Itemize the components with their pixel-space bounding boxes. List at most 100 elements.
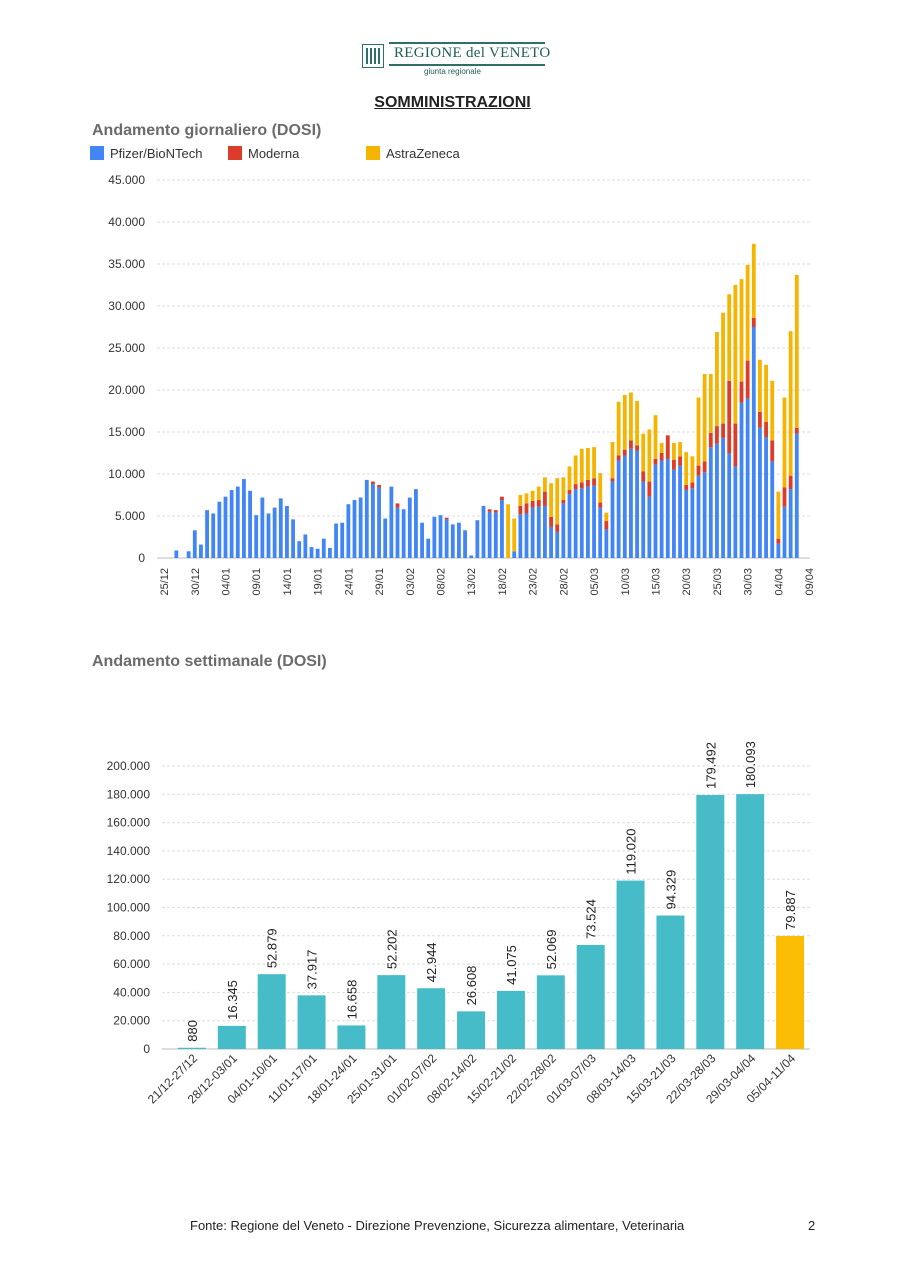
daily-bar-moderna: [684, 484, 689, 490]
weekly-data-label: 52.879: [265, 928, 280, 968]
daily-bar-astrazeneca: [764, 364, 768, 422]
weekly-y-tick-label: 180.000: [107, 787, 151, 801]
daily-bar-pfizerbiontech: [260, 497, 265, 558]
daily-bar-moderna: [745, 360, 750, 399]
daily-bar-moderna: [708, 432, 713, 448]
daily-bar-moderna: [794, 427, 799, 434]
daily-x-tick-label: 05/03: [589, 568, 601, 596]
daily-bar-moderna: [616, 455, 621, 461]
daily-bar-astrazeneca: [641, 433, 646, 472]
daily-x-tick-label: 20/03: [681, 568, 693, 596]
weekly-bar: [257, 974, 286, 1049]
daily-bar-astrazeneca: [788, 331, 793, 476]
weekly-y-tick-label: 120.000: [107, 872, 151, 886]
daily-bar-pfizerbiontech: [371, 484, 375, 558]
daily-bar-pfizerbiontech: [450, 524, 455, 558]
daily-bar-astrazeneca: [739, 279, 744, 382]
daily-bar-astrazeneca: [622, 395, 627, 450]
daily-bar-pfizerbiontech: [432, 516, 437, 558]
daily-bar-moderna: [561, 500, 566, 504]
daily-bar-astrazeneca: [524, 493, 529, 504]
weekly-y-tick-label: 200.000: [107, 759, 151, 773]
daily-x-tick-label: 30/12: [190, 568, 202, 596]
weekly-y-tick-label: 40.000: [113, 985, 150, 999]
daily-bar-astrazeneca: [543, 477, 547, 492]
regional-emblem-icon: [362, 44, 384, 68]
weekly-data-label: 179.492: [703, 742, 718, 789]
daily-bar-moderna: [635, 445, 639, 451]
daily-bar-moderna: [549, 516, 553, 527]
daily-x-tick-label: 24/01: [343, 568, 355, 596]
daily-bar-pfizerbiontech: [199, 544, 203, 558]
daily-y-tick-label: 30.000: [108, 299, 145, 313]
weekly-chart-title: Andamento settimanale (DOSI): [92, 653, 327, 670]
weekly-bar: [417, 988, 446, 1049]
weekly-data-label: 26.608: [464, 966, 479, 1006]
daily-bar-pfizerbiontech: [776, 543, 781, 558]
daily-x-tick-label: 08/02: [436, 568, 448, 596]
page-number: 2: [808, 1218, 816, 1233]
daily-bar-pfizerbiontech: [684, 489, 689, 558]
daily-bar-pfizerbiontech: [678, 465, 682, 558]
daily-bar-astrazeneca: [610, 442, 615, 479]
daily-bar-moderna: [739, 381, 744, 403]
daily-bar-astrazeneca: [647, 429, 652, 482]
daily-bar-pfizerbiontech: [266, 513, 271, 558]
daily-bar-astrazeneca: [782, 397, 787, 488]
daily-bar-astrazeneca: [604, 512, 609, 522]
daily-bar-astrazeneca: [579, 448, 584, 483]
daily-bar-astrazeneca: [721, 312, 725, 424]
daily-bar-moderna: [653, 458, 658, 465]
daily-bar-pfizerbiontech: [561, 503, 566, 558]
daily-bar-pfizerbiontech: [401, 509, 406, 558]
daily-x-tick-label: 09/04: [804, 568, 816, 596]
legend-swatch-pfizer: [90, 146, 104, 160]
daily-bar-pfizerbiontech: [174, 550, 179, 558]
daily-y-tick-label: 45.000: [108, 173, 145, 187]
weekly-bar: [616, 880, 645, 1049]
daily-bar-astrazeneca: [678, 442, 682, 457]
daily-x-tick-label: 19/01: [313, 568, 325, 596]
daily-bar-moderna: [721, 423, 725, 438]
daily-bar-pfizerbiontech: [291, 519, 295, 558]
daily-bar-pfizerbiontech: [653, 464, 658, 558]
daily-bar-pfizerbiontech: [770, 461, 775, 558]
daily-bar-astrazeneca: [751, 243, 756, 318]
weekly-y-tick-label: 80.000: [113, 929, 150, 943]
daily-bar-astrazeneca: [672, 442, 676, 460]
daily-bar-astrazeneca: [635, 400, 639, 446]
daily-bar-moderna: [586, 479, 590, 487]
daily-y-tick-label: 25.000: [108, 341, 145, 355]
weekly-data-label: 52.202: [384, 929, 399, 969]
weekly-y-tick-label: 60.000: [113, 957, 150, 971]
daily-bar-moderna: [770, 440, 775, 462]
daily-bar-moderna: [665, 435, 670, 459]
daily-bar-moderna: [598, 502, 603, 508]
daily-bar-astrazeneca: [770, 380, 775, 441]
daily-bar-pfizerbiontech: [610, 481, 615, 558]
daily-bar-pfizerbiontech: [629, 448, 633, 558]
daily-bar-moderna: [604, 521, 609, 530]
daily-bar-pfizerbiontech: [340, 522, 345, 558]
daily-bar-pfizerbiontech: [315, 548, 320, 558]
weekly-bar: [496, 990, 525, 1049]
weekly-bar: [177, 1047, 206, 1049]
daily-bar-astrazeneca: [573, 455, 578, 485]
weekly-y-tick-label: 160.000: [107, 816, 151, 830]
daily-x-tick-label: 14/01: [282, 568, 294, 596]
daily-bar-pfizerbiontech: [229, 489, 234, 558]
daily-y-tick-label: 35.000: [108, 257, 145, 271]
daily-bar-moderna: [672, 459, 676, 470]
daily-bar-pfizerbiontech: [205, 510, 209, 558]
daily-bar-pfizerbiontech: [481, 505, 486, 558]
daily-bar-moderna: [690, 482, 695, 489]
daily-bar-pfizerbiontech: [463, 530, 467, 558]
weekly-bar: [337, 1025, 366, 1049]
weekly-data-label: 16.345: [225, 980, 240, 1020]
daily-bar-pfizerbiontech: [598, 507, 603, 558]
daily-bar-pfizerbiontech: [672, 469, 676, 558]
weekly-data-label: 42.944: [424, 942, 439, 982]
daily-bar-moderna: [622, 449, 627, 456]
daily-bar-astrazeneca: [684, 452, 689, 485]
daily-bar-pfizerbiontech: [573, 489, 578, 558]
